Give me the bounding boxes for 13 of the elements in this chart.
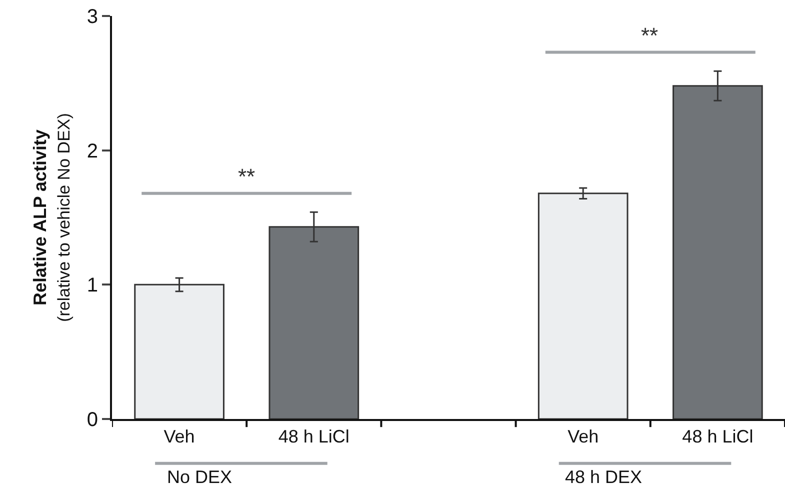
y-tick-label: 2: [86, 140, 98, 162]
annotation: **: [641, 23, 659, 48]
x-tick-label: Veh: [164, 426, 195, 447]
y-tick-label: 0: [86, 409, 98, 431]
y-tick-label: 1: [86, 274, 98, 297]
annotation: **: [238, 164, 256, 189]
text: 48 h DEX: [565, 467, 642, 487]
y-tick-label: 3: [86, 6, 98, 28]
y-axis-title: Relative ALP activity (relative to vehicle No DEX): [30, 113, 74, 322]
x-tick-label: Veh: [568, 426, 599, 447]
text: No DEX: [167, 467, 232, 487]
x-tick-label: 48 h LiCl: [682, 426, 754, 447]
x-tick-label: 48 h LiCl: [278, 426, 350, 447]
